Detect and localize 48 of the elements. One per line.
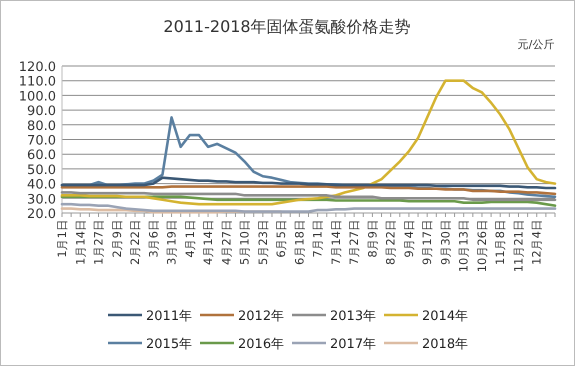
legend-label: 2012年: [238, 309, 284, 324]
y-tick-label: 20.0: [27, 207, 56, 222]
x-tick-label: 10月13日: [456, 219, 471, 272]
y-tick-label: 120.0: [18, 60, 56, 75]
x-tick-label: 3月19日: [164, 219, 179, 265]
y-tick-label: 30.0: [27, 192, 56, 208]
x-tick-label: 1月14日: [73, 219, 88, 265]
x-tick-label: 4月1日: [182, 219, 197, 258]
y-axis-title: 元/公斤: [518, 38, 554, 51]
x-tick-label: 7月27日: [347, 219, 362, 265]
x-tick-label: 11月8日: [493, 219, 508, 265]
x-tick-label: 8月9日: [365, 219, 380, 258]
x-tick-label: 9月17日: [420, 219, 434, 265]
x-tick-label: 11月21日: [511, 219, 526, 272]
legend-label: 2018年: [422, 337, 468, 352]
x-tick-label: 6月18日: [292, 219, 306, 265]
legend-label: 2017年: [330, 337, 376, 352]
legend-label: 2015年: [146, 337, 192, 352]
x-tick-label: 4月27日: [219, 219, 234, 265]
y-tick-label: 70.0: [27, 134, 56, 148]
x-tick-label: 9月4日: [402, 219, 416, 258]
y-tick-label: 60.0: [27, 148, 56, 164]
x-tick-label: 4月14日: [201, 219, 216, 265]
x-tick-label: 7月14日: [328, 219, 343, 265]
x-tick-label: 9月30日: [438, 219, 452, 265]
y-tick-label: 80.0: [27, 118, 56, 134]
x-tick-label: 12月4日: [530, 219, 544, 265]
y-tick-label: 100.0: [18, 89, 56, 104]
x-tick-label: 3月6日: [146, 219, 160, 258]
chart-title: 2011-2018年固体蛋氨酸价格走势: [163, 17, 411, 36]
legend-label: 2011年: [146, 309, 192, 324]
x-tick-label: 1月27日: [92, 219, 106, 265]
x-tick-label: 7月1日: [310, 219, 325, 258]
legend-label: 2014年: [422, 309, 468, 324]
x-tick-label: 5月10日: [238, 219, 252, 265]
legend-label: 2013年: [330, 309, 376, 324]
y-tick-label: 110.0: [18, 74, 56, 90]
x-tick-label: 8月22日: [384, 219, 398, 265]
x-tick-label: 6月5日: [274, 219, 288, 258]
y-tick-label: 40.0: [27, 178, 56, 193]
x-tick-label: 5月23日: [256, 219, 270, 265]
y-tick-label: 50.0: [27, 162, 56, 178]
x-tick-label: 2月22日: [128, 219, 142, 265]
x-tick-label: 10月26日: [474, 219, 489, 272]
x-tick-label: 2月9日: [110, 219, 124, 258]
x-tick-label: 1月1日: [55, 219, 69, 258]
legend-label: 2016年: [238, 337, 284, 352]
y-tick-label: 90.0: [27, 104, 56, 120]
